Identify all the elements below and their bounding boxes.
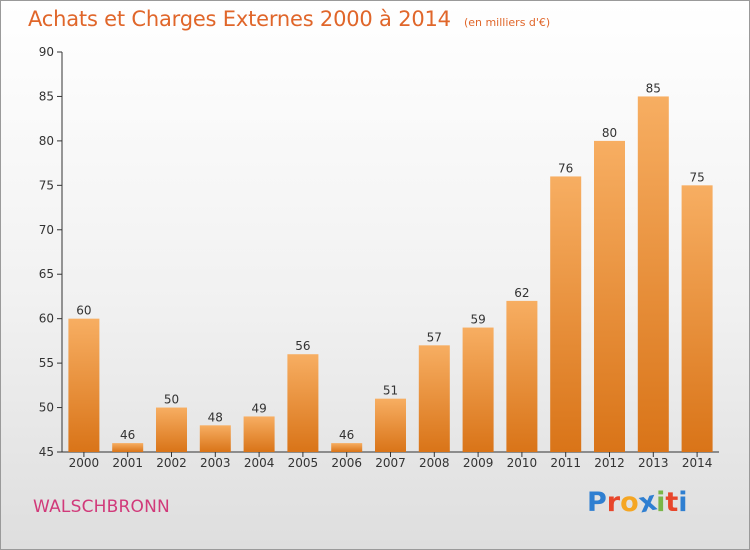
x-tick-label: 2011 [550,456,581,470]
y-tick-label: 50 [39,401,54,415]
data-label: 60 [76,304,91,318]
data-label: 59 [470,313,485,327]
bar-2000 [68,318,100,452]
y-tick-label: 75 [39,178,54,192]
bar-2014 [681,185,713,453]
x-tick-label: 2007 [375,456,406,470]
bar-2010 [506,300,538,452]
logo-letter: i [678,487,688,518]
x-tick-label: 2004 [244,456,275,470]
y-tick-label: 80 [39,134,54,148]
logo-letter: o [620,487,639,518]
data-label: 50 [164,393,179,407]
data-label: 46 [339,428,354,442]
x-tick-label: 2009 [463,456,494,470]
x-tick-label: 2003 [200,456,231,470]
x-tick-label: 2010 [507,456,538,470]
x-tick-label: 2005 [288,456,319,470]
y-tick-label: 70 [39,223,54,237]
bar-2007 [375,398,406,452]
bar-2011 [550,176,582,452]
data-label: 51 [383,384,398,398]
data-label: 49 [251,401,266,415]
logo-letter: i [656,487,666,518]
logo-letter: t [665,487,679,518]
x-tick-label: 2013 [638,456,669,470]
chart-title: Achats et Charges Externes 2000 à 2014 [28,7,451,31]
y-tick-label: 85 [39,89,54,103]
bar-2001 [112,443,144,452]
y-tick-label: 60 [39,312,54,326]
data-label: 48 [208,410,223,424]
y-tick-label: 65 [39,267,54,281]
x-tick-label: 2008 [419,456,450,470]
x-tick-label: 2000 [69,456,100,470]
data-label: 57 [427,330,442,344]
y-tick-label: 90 [39,45,54,59]
bar-2008 [418,345,450,452]
logo-letter: P [587,487,607,518]
chart-title-row: Achats et Charges Externes 2000 à 2014 (… [28,7,550,31]
data-label: 56 [295,339,310,353]
x-tick-label: 2002 [156,456,187,470]
y-tick-label: 45 [39,445,54,459]
commune-name: WALSCHBRONN [33,497,170,517]
bar-2002 [156,407,187,452]
data-label: 46 [120,428,135,442]
bar-2003 [199,425,231,452]
data-label: 80 [602,126,617,140]
data-label: 85 [646,81,661,95]
x-tick-label: 2014 [682,456,713,470]
bar-2009 [462,327,494,452]
x-tick-label: 2001 [112,456,143,470]
data-label: 62 [514,286,529,300]
x-tick-label: 2012 [594,456,625,470]
bar-2006 [331,443,363,452]
bar-2012 [594,140,625,452]
data-label: 75 [689,170,704,184]
bar-2004 [243,416,275,452]
bar-2013 [637,96,669,452]
x-tick-label: 2006 [331,456,362,470]
y-tick-label: 55 [39,356,54,370]
proxiti-logo: Proxiti [587,486,688,520]
chart-subtitle: (en milliers d'€) [463,16,551,29]
logo-letter: r [606,487,621,518]
data-label: 76 [558,161,573,175]
bar-2005 [287,354,319,452]
